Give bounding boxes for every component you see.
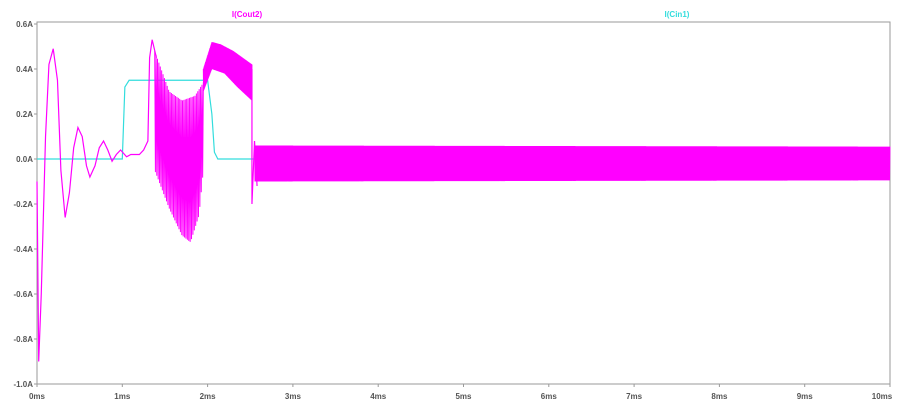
y-tick-label: 0.0A bbox=[16, 155, 33, 164]
y-tick-label: 0.6A bbox=[16, 20, 33, 29]
x-tick-label: 2ms bbox=[200, 392, 217, 401]
x-tick-label: 4ms bbox=[370, 392, 387, 401]
y-tick-label: -0.4A bbox=[13, 245, 33, 254]
y-tick-label: -0.6A bbox=[13, 290, 33, 299]
x-tick-label: 7ms bbox=[626, 392, 643, 401]
y-axis: 0.6A 0.4A 0.2A 0.0A -0.2A -0.4A -0.6A -0.8A -1.0… bbox=[13, 20, 37, 389]
plot-area bbox=[36, 21, 891, 385]
legend: I(Cout2) I(Cin1) bbox=[232, 10, 690, 19]
series-band-i-cout2 bbox=[202, 42, 253, 101]
x-tick-label: 1ms bbox=[114, 392, 131, 401]
legend-label-i-cin1: I(Cin1) bbox=[665, 10, 690, 19]
y-tick-label: -0.8A bbox=[13, 335, 33, 344]
series-band-i-cout2 bbox=[154, 50, 204, 242]
series-transient-i-cout2 bbox=[251, 69, 258, 205]
series-band-i-cout2 bbox=[254, 145, 891, 182]
x-tick-label: 8ms bbox=[711, 392, 728, 401]
x-tick-label: 6ms bbox=[541, 392, 558, 401]
y-tick-label: 0.4A bbox=[16, 65, 33, 74]
y-tick-label: 0.2A bbox=[16, 110, 33, 119]
legend-label-i-cout2: I(Cout2) bbox=[232, 10, 263, 19]
series-layer bbox=[36, 39, 891, 362]
x-tick-label: 10ms bbox=[872, 392, 893, 401]
x-tick-label: 9ms bbox=[797, 392, 814, 401]
x-tick-label: 5ms bbox=[455, 392, 472, 401]
y-tick-label: -0.2A bbox=[13, 200, 33, 209]
series-line-i-cout2 bbox=[36, 39, 158, 362]
x-axis: 0ms 1ms 2ms 3ms 4ms 5ms 6ms 7ms 8ms 9ms 10ms bbox=[29, 384, 893, 401]
x-tick-label: 0ms bbox=[29, 392, 46, 401]
y-tick-label: -1.0A bbox=[13, 380, 33, 389]
x-tick-label: 3ms bbox=[285, 392, 302, 401]
